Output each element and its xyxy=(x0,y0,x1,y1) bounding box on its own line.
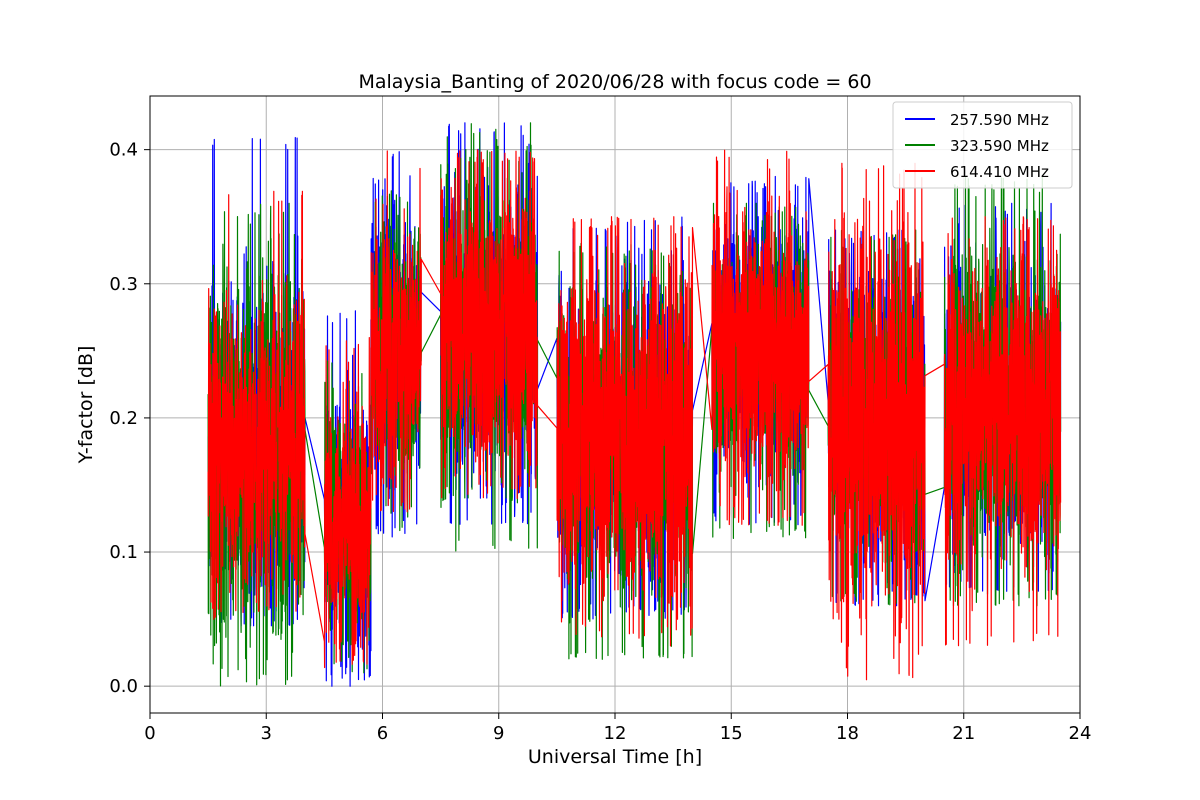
x-tick-label: 0 xyxy=(144,723,155,744)
series-line-3 xyxy=(207,149,1062,681)
y-tick-label: 0.0 xyxy=(109,676,138,697)
legend-box xyxy=(892,101,1073,189)
legend: 257.590 MHz 323.590 MHz 614.410 MHz xyxy=(892,101,1073,189)
legend-label: 257.590 MHz xyxy=(950,111,1049,129)
x-tick-label: 15 xyxy=(720,723,743,744)
x-tick-label: 12 xyxy=(604,723,627,744)
legend-label: 323.590 MHz xyxy=(950,137,1049,155)
y-tick-label: 0.3 xyxy=(109,274,138,295)
chart-title: Malaysia_Banting of 2020/06/28 with focu… xyxy=(358,71,871,93)
x-axis-label: Universal Time [h] xyxy=(528,746,702,768)
x-tick-label: 6 xyxy=(377,723,388,744)
y-tick-label: 0.4 xyxy=(109,140,138,161)
y-tick-label: 0.1 xyxy=(109,542,138,563)
series-layer xyxy=(207,122,1062,687)
y-axis-label: Y-factor [dB] xyxy=(75,346,97,465)
x-tick-label: 18 xyxy=(836,723,859,744)
x-tick-label: 24 xyxy=(1069,723,1092,744)
y-tick-label: 0.2 xyxy=(109,408,138,429)
axis-ticks: 0 3 6 9 12 15 18 21 24 0.0 0.1 0.2 0.3 0.4 xyxy=(109,140,1091,744)
legend-label: 614.410 MHz xyxy=(950,163,1049,181)
x-tick-label: 3 xyxy=(261,723,272,744)
x-tick-label: 9 xyxy=(493,723,504,744)
x-tick-label: 21 xyxy=(952,723,975,744)
